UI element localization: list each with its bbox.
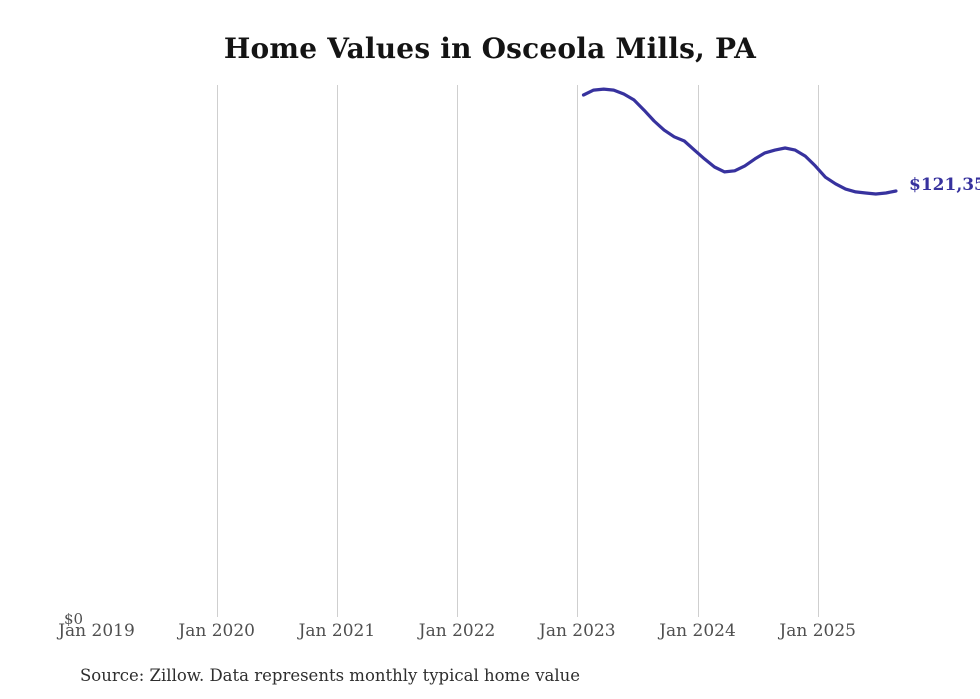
x-gridline — [457, 85, 459, 617]
y-axis-zero-label: $0 — [64, 610, 84, 628]
x-gridline — [336, 85, 338, 617]
x-axis-label: Jan 2023 — [539, 621, 616, 641]
x-gridline — [577, 85, 579, 617]
home-value-line — [581, 87, 898, 196]
x-axis-label: Jan 2024 — [659, 621, 736, 641]
x-axis-label: Jan 2025 — [779, 621, 856, 641]
x-axis-label: Jan 2020 — [178, 621, 255, 641]
x-gridline — [216, 85, 218, 617]
chart-title: Home Values in Osceola Mills, PA — [223, 32, 757, 65]
x-gridline — [697, 85, 699, 617]
x-axis-label: Jan 2022 — [418, 621, 496, 641]
latest-value-annotation: $121,35 — [909, 175, 980, 195]
x-gridline — [817, 85, 819, 617]
x-axis-label: Jan 2019 — [58, 621, 135, 641]
x-axis-label: Jan 2021 — [298, 621, 376, 641]
source-note: Source: Zillow. Data represents monthly … — [80, 666, 581, 685]
